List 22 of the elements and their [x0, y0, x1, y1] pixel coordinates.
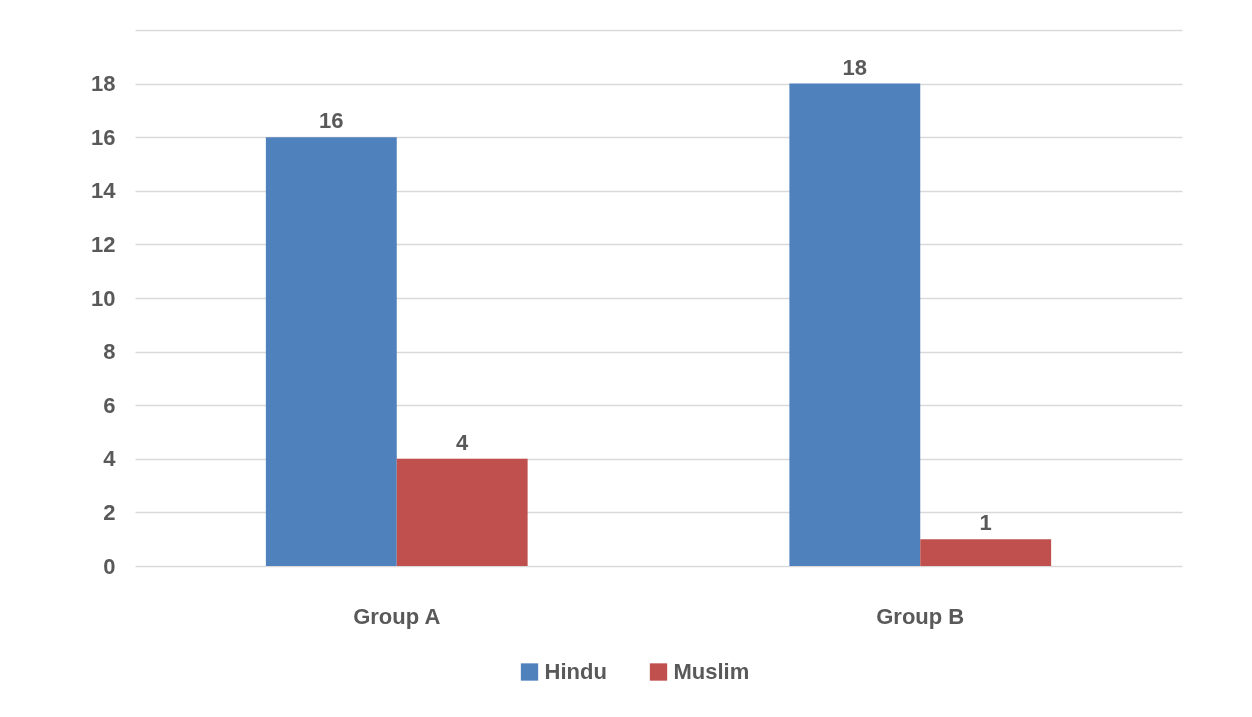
legend-label: Hindu: [544, 659, 607, 684]
x-tick-label: Group A: [353, 603, 441, 629]
y-tick-label: 12: [91, 231, 116, 257]
y-tick-label: 0: [103, 553, 116, 579]
data-label: 16: [319, 108, 344, 134]
x-tick-label: Group B: [876, 603, 965, 629]
bar: [920, 539, 1052, 566]
y-tick-label: 2: [103, 499, 116, 525]
y-tick-label: 18: [91, 71, 116, 97]
y-tick-label: 4: [103, 446, 117, 472]
data-label: 4: [456, 429, 470, 455]
bar: [789, 83, 921, 566]
y-tick-label: 6: [103, 392, 116, 418]
data-label: 18: [842, 54, 868, 80]
y-tick-label: 14: [91, 178, 117, 204]
y-tick-label: 10: [91, 285, 116, 311]
legend-label: Muslim: [673, 659, 750, 684]
y-tick-label: 16: [91, 124, 116, 150]
data-label: 1: [979, 510, 992, 536]
bar: [265, 137, 397, 566]
y-tick-label: 8: [103, 339, 116, 365]
bar: [396, 458, 528, 566]
